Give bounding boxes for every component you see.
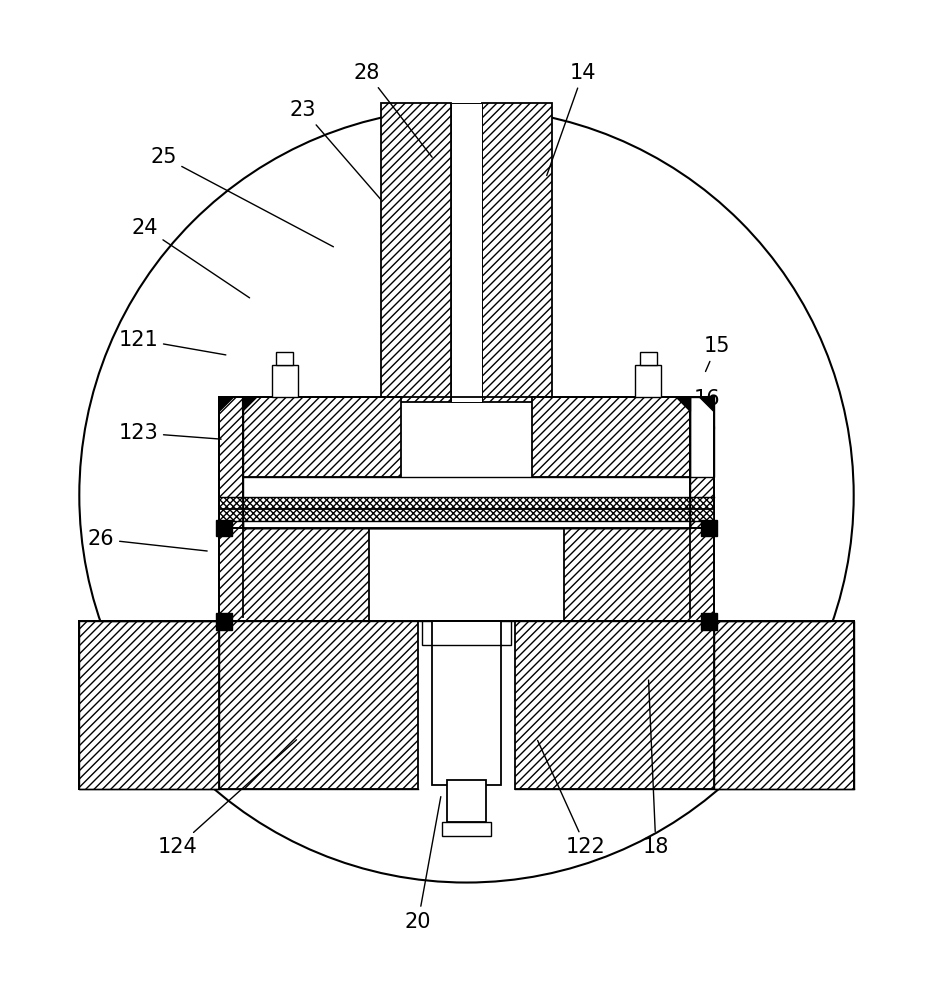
Bar — [243, 509, 690, 528]
Text: 19: 19 — [691, 420, 717, 440]
Bar — [451, 103, 482, 402]
Text: 18: 18 — [643, 680, 669, 857]
Bar — [243, 509, 690, 528]
Bar — [219, 397, 243, 617]
Bar — [422, 621, 511, 645]
Bar — [381, 103, 451, 402]
Bar — [515, 621, 854, 789]
Bar — [79, 621, 219, 789]
Text: 16: 16 — [694, 389, 720, 409]
Bar — [216, 520, 232, 536]
Text: 123: 123 — [118, 423, 221, 443]
Polygon shape — [243, 397, 257, 411]
Bar — [640, 352, 657, 365]
Bar — [216, 613, 232, 630]
Bar — [219, 497, 714, 521]
Polygon shape — [700, 397, 714, 411]
Bar — [482, 103, 552, 402]
Text: 14: 14 — [547, 63, 596, 175]
Text: 124: 124 — [158, 740, 297, 857]
Polygon shape — [676, 397, 690, 411]
Text: 15: 15 — [703, 336, 730, 371]
Text: 121: 121 — [118, 330, 226, 355]
Bar — [272, 365, 298, 397]
Bar — [635, 365, 661, 397]
Bar — [276, 352, 293, 365]
Bar — [79, 621, 417, 789]
Text: 24: 24 — [132, 218, 250, 298]
Bar — [564, 528, 714, 621]
Bar — [243, 397, 401, 477]
Bar — [447, 780, 486, 822]
Bar — [690, 397, 714, 477]
Text: 28: 28 — [354, 63, 432, 157]
Bar — [219, 528, 369, 621]
Text: 25: 25 — [150, 147, 333, 247]
Circle shape — [79, 108, 854, 883]
Bar — [714, 621, 854, 789]
Text: 26: 26 — [88, 529, 207, 551]
Bar — [442, 822, 491, 836]
Bar — [701, 613, 717, 630]
Polygon shape — [219, 397, 233, 411]
Bar — [701, 520, 717, 536]
Bar — [431, 621, 502, 785]
Bar — [532, 397, 690, 477]
Bar — [690, 397, 714, 617]
Text: 122: 122 — [537, 740, 606, 857]
Text: 20: 20 — [405, 797, 440, 932]
Text: 23: 23 — [290, 100, 381, 199]
